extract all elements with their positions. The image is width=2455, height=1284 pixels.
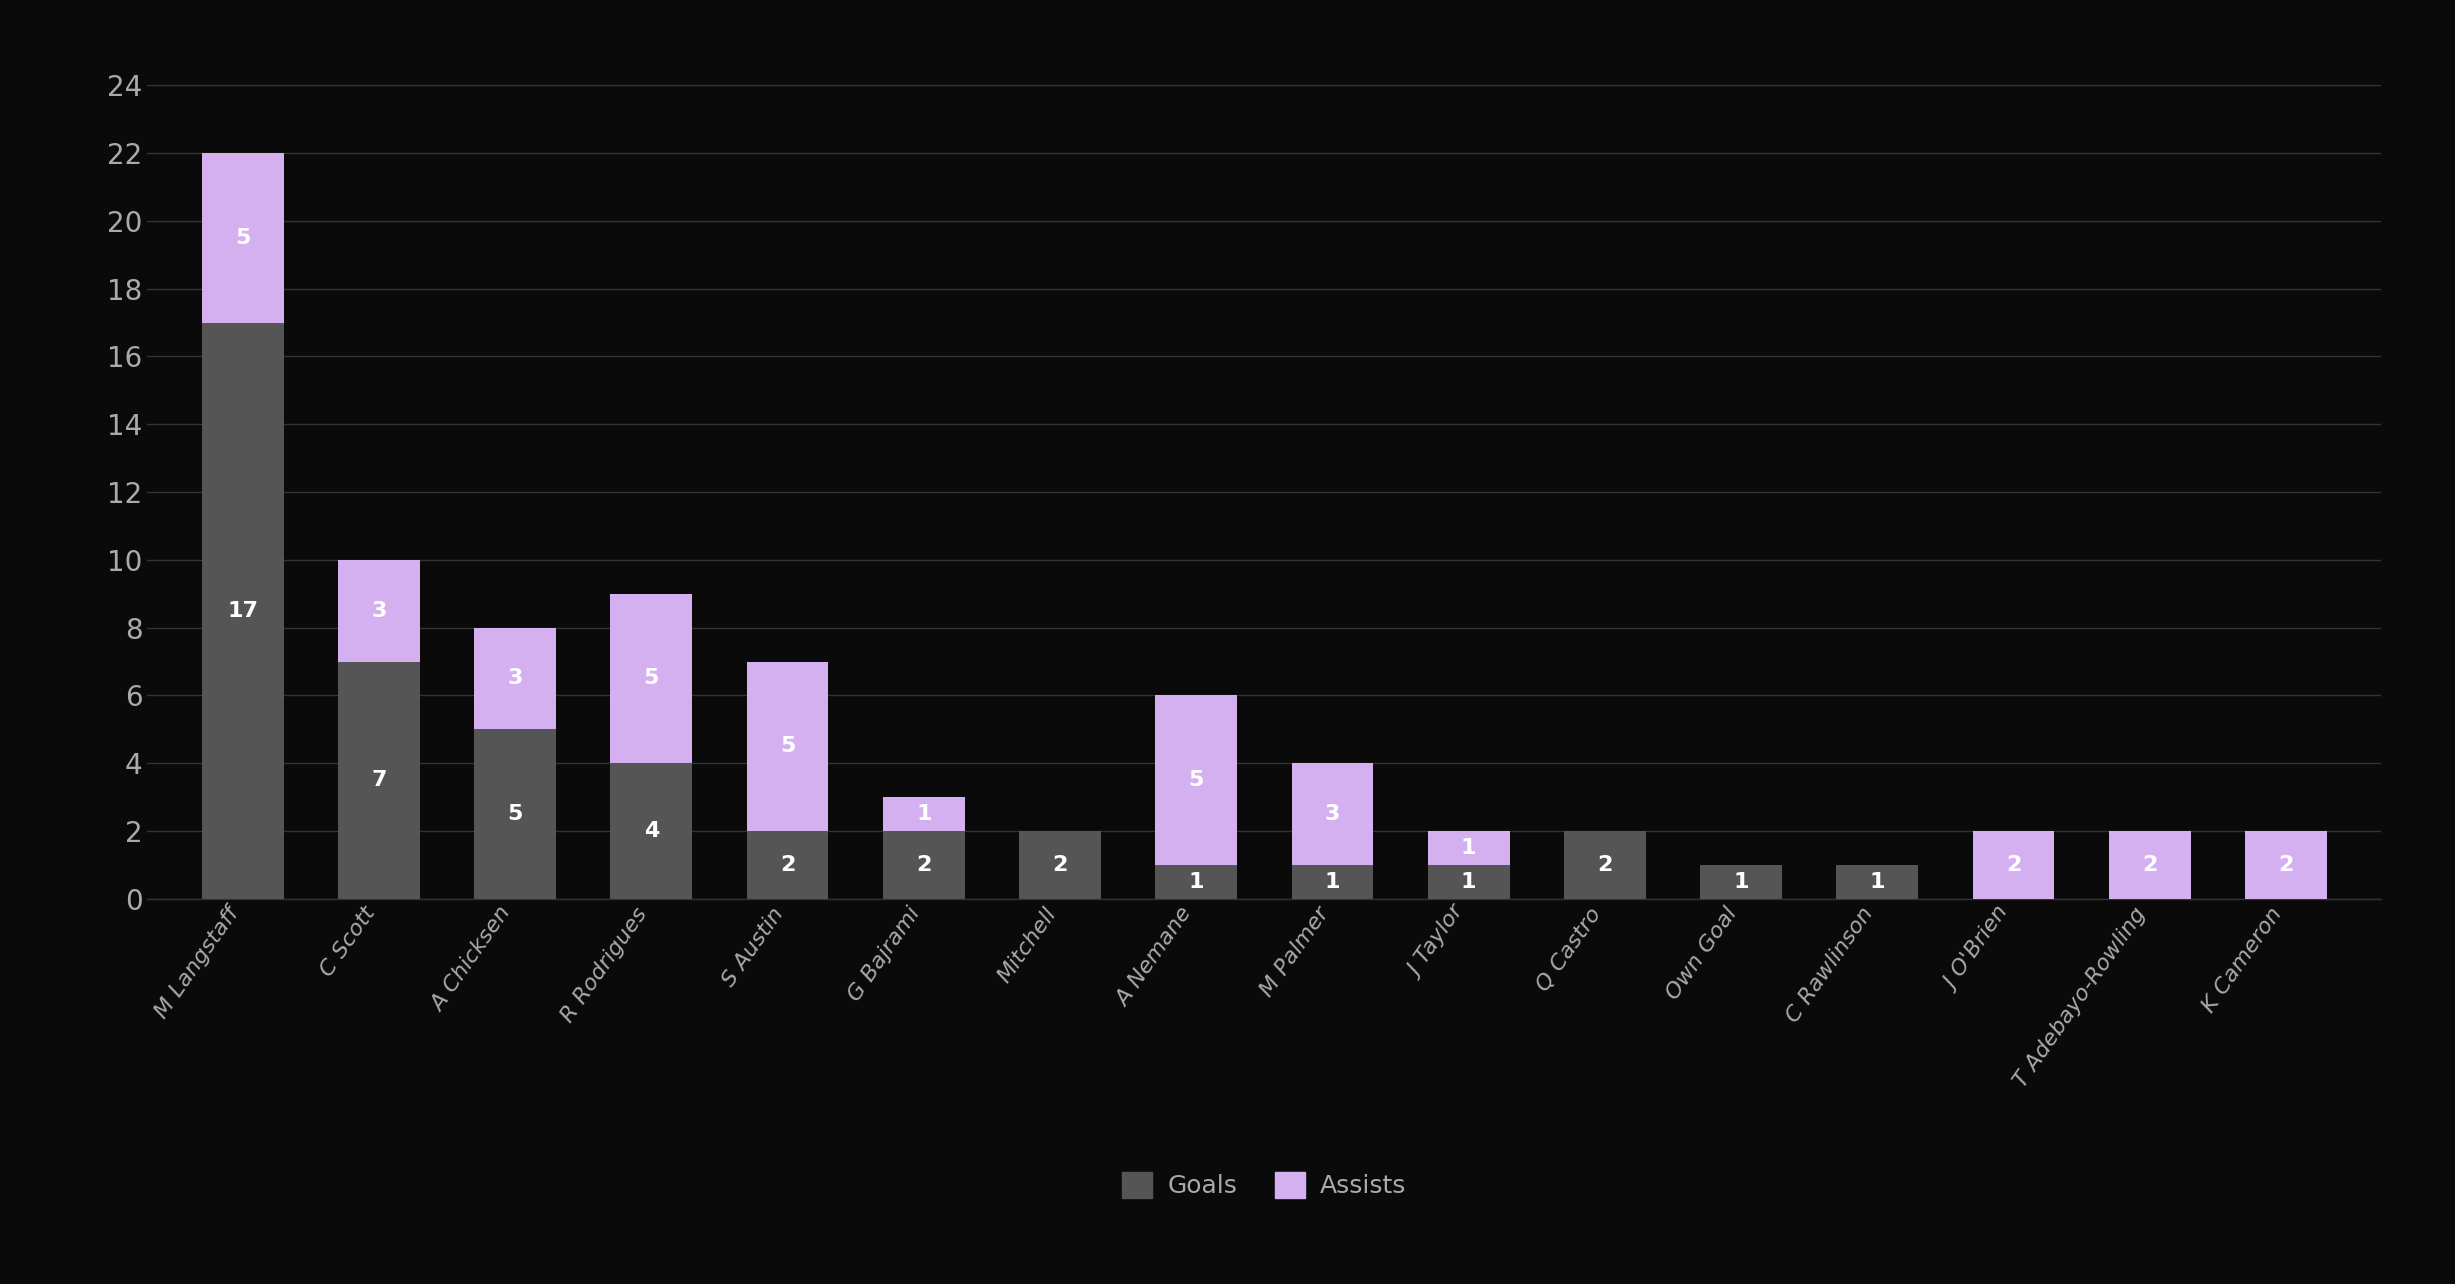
Bar — [1429, 865, 1510, 899]
Bar — [2109, 831, 2190, 899]
Text: 2: 2 — [916, 855, 930, 874]
Text: 5: 5 — [781, 736, 795, 756]
Bar — [1429, 831, 1510, 865]
Bar — [611, 593, 692, 763]
Text: 2: 2 — [1598, 855, 1613, 874]
Text: 17: 17 — [228, 601, 258, 620]
Text: 1: 1 — [1326, 872, 1340, 892]
Bar — [884, 797, 965, 831]
Bar — [884, 831, 965, 899]
Text: 3: 3 — [371, 601, 385, 620]
Text: 2: 2 — [1053, 855, 1068, 874]
Bar — [339, 661, 420, 899]
Text: 1: 1 — [1461, 838, 1475, 858]
Text: 2: 2 — [2143, 855, 2158, 874]
Text: 2: 2 — [2006, 855, 2020, 874]
Text: 1: 1 — [916, 804, 930, 824]
Bar — [339, 560, 420, 661]
Text: 1: 1 — [1871, 872, 1885, 892]
Bar — [611, 763, 692, 899]
Text: 5: 5 — [643, 669, 658, 688]
Text: 1: 1 — [1461, 872, 1475, 892]
Text: 2: 2 — [781, 855, 795, 874]
Bar — [746, 661, 827, 831]
Bar — [474, 628, 555, 729]
Text: 5: 5 — [1188, 770, 1203, 790]
Bar — [1291, 865, 1372, 899]
Text: 7: 7 — [371, 770, 385, 790]
Bar — [1836, 865, 1917, 899]
Bar — [1564, 831, 1645, 899]
Legend: Goals, Assists: Goals, Assists — [1112, 1162, 1417, 1208]
Bar — [1019, 831, 1100, 899]
Text: 1: 1 — [1188, 872, 1203, 892]
Bar — [1156, 865, 1237, 899]
Bar — [1156, 696, 1237, 865]
Bar — [201, 153, 282, 322]
Text: 3: 3 — [508, 669, 523, 688]
Bar — [1291, 763, 1372, 865]
Text: 5: 5 — [508, 804, 523, 824]
Text: 4: 4 — [643, 820, 658, 841]
Text: 5: 5 — [236, 227, 250, 248]
Text: 1: 1 — [1733, 872, 1748, 892]
Bar — [1701, 865, 1782, 899]
Bar — [201, 322, 282, 899]
Bar — [474, 729, 555, 899]
Bar — [2246, 831, 2327, 899]
Text: 3: 3 — [1326, 804, 1340, 824]
Bar — [746, 831, 827, 899]
Text: 2: 2 — [2278, 855, 2293, 874]
Bar — [1974, 831, 2055, 899]
